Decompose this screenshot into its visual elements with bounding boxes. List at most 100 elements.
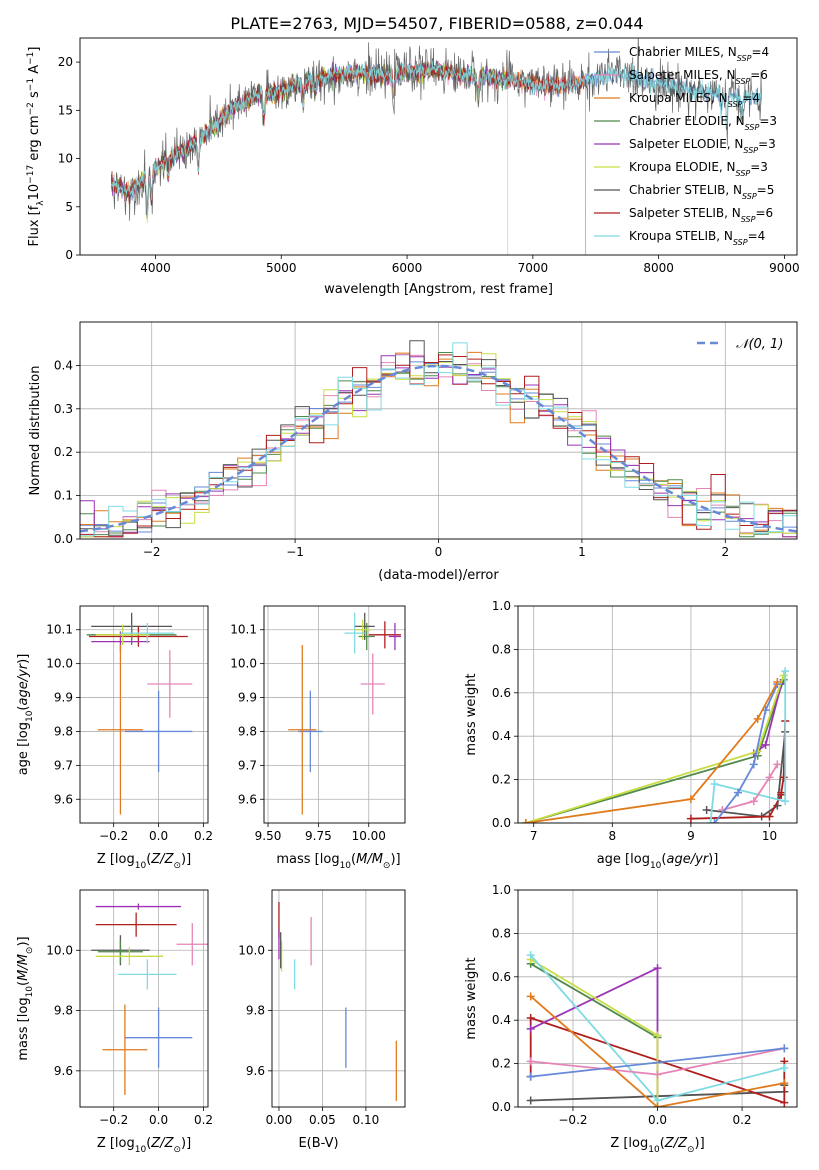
errorbar-point xyxy=(358,622,375,651)
weight-marker xyxy=(702,805,711,814)
x-tick-label: −1 xyxy=(286,545,304,559)
errorbars xyxy=(278,902,397,1101)
errorbar-point xyxy=(95,624,150,645)
x-tick-label: 9.50 xyxy=(255,829,282,843)
weight-series-line xyxy=(530,963,659,1107)
weight-marker xyxy=(773,760,782,769)
legend-label: Chabrier MILES, NSSP=4 xyxy=(629,45,769,63)
weight-series-line xyxy=(709,671,787,823)
age-vs-Z-xlabel: Z [log10(Z/Z⊙)] xyxy=(97,852,191,871)
errorbar-point xyxy=(95,903,182,910)
y-tick-label: 9.9 xyxy=(54,691,73,705)
x-tick-label: 1 xyxy=(578,545,586,559)
weight-series-line xyxy=(525,681,779,823)
weight-marker xyxy=(781,667,790,676)
histogram-step xyxy=(80,342,797,539)
y-tick-label: 0.4 xyxy=(492,1013,511,1027)
weight-series-line xyxy=(530,1047,785,1078)
weight-marker xyxy=(779,773,788,782)
axes-frame xyxy=(79,37,798,256)
axes-frame xyxy=(79,605,209,824)
weight-series-line xyxy=(530,995,785,1107)
residuals-panel: −2 −1 0 1 2 0.0 0.1 0.2 0.3 0.4 (data-model)/error… xyxy=(28,321,798,583)
x-tick-label: 0.2 xyxy=(194,1113,213,1127)
weight-marker xyxy=(765,773,774,782)
weight-marker xyxy=(526,1057,535,1066)
histograms xyxy=(80,340,797,539)
weight-marker xyxy=(749,797,758,806)
spectrum-ylabel: Flux [fλ10−17 erg cm−2 s−1 A−1] xyxy=(26,47,46,247)
errorbar-point xyxy=(95,947,164,966)
errorbar-point xyxy=(360,653,385,715)
y-tick-label: 10.1 xyxy=(230,623,257,637)
y-tick-label: 9.8 xyxy=(54,1004,73,1018)
axes-frame xyxy=(263,605,406,824)
x-tick-label: 0 xyxy=(435,545,443,559)
age-vs-Z-ylabel: age [log10(age/yr)] xyxy=(16,654,35,776)
errorbar-point xyxy=(354,619,371,640)
legend-label: Salpeter STELIB, NSSP=6 xyxy=(629,206,773,224)
errorbar-point xyxy=(124,690,193,773)
errorbars xyxy=(86,612,193,815)
weight-marker xyxy=(780,1063,789,1072)
axes-frame xyxy=(517,889,798,1108)
y-tick-label: 1.0 xyxy=(492,883,511,897)
x-tick-label: −2 xyxy=(143,545,161,559)
y-tick-label: 9.8 xyxy=(54,724,73,738)
mass-vs-Z-panel: −0.2 0.0 0.2 9.6 9.8 10.0 Z [log10(Z/Z⊙)] mass … xyxy=(16,889,213,1155)
y-tick-label: 0.8 xyxy=(492,642,511,656)
errorbars xyxy=(288,612,401,815)
weight-marker xyxy=(777,788,786,797)
y-tick-label: 0.0 xyxy=(492,1100,511,1114)
y-tick-label: 0.6 xyxy=(492,686,511,700)
weight-marker xyxy=(653,1103,662,1107)
x-tick-label: −0.2 xyxy=(99,829,128,843)
y-tick-label: 10 xyxy=(58,152,73,166)
y-tick-label: 0.6 xyxy=(492,970,511,984)
y-tick-label: 9.7 xyxy=(54,758,73,772)
weight-marker xyxy=(526,1096,535,1105)
x-tick-label: 7000 xyxy=(518,261,549,275)
y-tick-label: 10.0 xyxy=(238,943,265,957)
y-tick-label: 10.0 xyxy=(46,657,73,671)
axes-frame xyxy=(79,889,209,1108)
mass-vs-EBV-xlabel: E(B-V) xyxy=(298,1136,338,1151)
weight-series-line xyxy=(690,720,787,820)
axes-frame xyxy=(271,889,406,1108)
y-tick-label: 0.0 xyxy=(492,816,511,830)
weight-marker xyxy=(653,964,662,973)
errorbar-point xyxy=(95,912,177,937)
y-tick-label: 10.0 xyxy=(46,943,73,957)
weight-marker xyxy=(686,814,695,823)
weight-marker xyxy=(526,992,535,1001)
massweight-vs-Z-xlabel: Z [log10(Z/Z⊙)] xyxy=(610,1136,704,1155)
legend-label: Kroupa STELIB, NSSP=4 xyxy=(629,229,765,247)
x-tick-label: −0.2 xyxy=(558,1113,587,1127)
weight-marker xyxy=(780,1079,789,1088)
weight-marker xyxy=(734,788,743,797)
errorbars xyxy=(91,903,208,1095)
errorbar-point xyxy=(97,939,143,964)
x-tick-label: 0.05 xyxy=(309,1113,336,1127)
y-tick-label: 9.8 xyxy=(246,1004,265,1018)
mass-vs-Z-ylabel: mass [log10(M/M⊙)] xyxy=(16,936,35,1060)
y-tick-label: 9.6 xyxy=(238,792,257,806)
weight-lines xyxy=(521,667,790,823)
mass-vs-EBV-panel: 0.00 0.05 0.10 9.6 9.8 10.0 E(B-V) xyxy=(238,889,406,1151)
weight-series-line xyxy=(713,683,779,823)
massweight-vs-Z-ylabel: mass weight xyxy=(464,957,479,1039)
weight-series-line xyxy=(525,675,785,823)
legend-label: Kroupa ELODIE, NSSP=3 xyxy=(629,160,768,178)
age-vs-mass-panel: 9.50 9.75 10.00 9.6 9.7 9.8 9.9 10.0 10.1 mass [l… xyxy=(230,605,406,871)
errorbar-point xyxy=(147,650,193,718)
axes-frame xyxy=(517,605,798,824)
normal-curve xyxy=(80,364,797,533)
y-tick-label: 9.6 xyxy=(54,1064,73,1078)
residuals-ylabel: Normed distribution xyxy=(28,366,43,496)
errorbar-point xyxy=(88,626,188,647)
errorbar-point xyxy=(102,1004,148,1095)
x-tick-label: 0.0 xyxy=(648,1113,667,1127)
errorbar-point xyxy=(176,923,208,966)
x-tick-label: 4000 xyxy=(140,261,171,275)
